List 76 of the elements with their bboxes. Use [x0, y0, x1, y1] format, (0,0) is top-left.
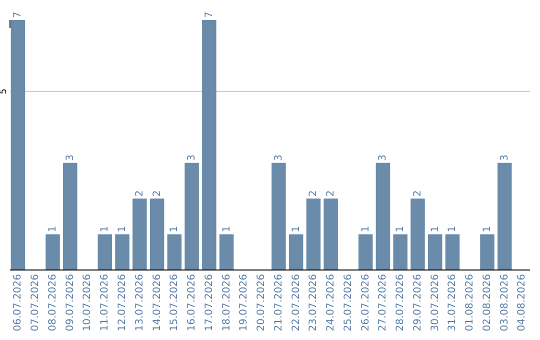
x-tick-label: 18.07.2026 — [221, 274, 232, 332]
bar — [410, 198, 425, 270]
bar — [98, 234, 112, 270]
data-label: 1 — [221, 226, 232, 232]
x-tick-label: 14.07.2026 — [152, 274, 163, 332]
x-tick-label: 29.07.2026 — [412, 274, 424, 332]
bar — [167, 234, 182, 270]
data-label: 1 — [395, 226, 406, 232]
data-label: 1 — [360, 226, 372, 232]
bar — [132, 198, 147, 270]
bar — [46, 234, 60, 270]
data-label: 1 — [100, 226, 111, 232]
x-tick-label: 23.07.2026 — [308, 274, 320, 332]
x-tick-label: 06.07.2026 — [12, 274, 24, 332]
bar — [115, 234, 130, 270]
x-tick-label: 20.07.2026 — [256, 274, 268, 332]
x-tick-label: 01.08.2026 — [464, 274, 476, 332]
bar — [10, 20, 26, 270]
data-label: 7 — [12, 12, 24, 18]
x-tick-label: 24.07.2026 — [326, 274, 337, 332]
x-tick-label: 10.07.2026 — [82, 274, 94, 332]
x-tick-label: 07.07.2026 — [30, 274, 42, 332]
x-tick-label: 22.07.2026 — [290, 274, 302, 332]
x-tick-label: 08.07.2026 — [47, 274, 58, 332]
x-tick-label: 28.07.2026 — [395, 274, 406, 332]
bar — [202, 20, 216, 270]
data-label: 1 — [290, 226, 302, 232]
x-tick-label: 25.07.2026 — [342, 274, 354, 332]
bar — [428, 234, 442, 270]
data-label: 2 — [152, 190, 163, 197]
x-tick-label: 12.07.2026 — [117, 274, 128, 332]
bar — [272, 162, 286, 270]
data-label: 3 — [273, 154, 284, 161]
x-tick-label: 26.07.2026 — [360, 274, 372, 332]
x-tick-label: 13.07.2026 — [134, 274, 146, 332]
bar — [184, 162, 199, 270]
x-tick-label: 16.07.2026 — [186, 274, 198, 332]
x-tick-label: 02.08.2026 — [482, 274, 493, 332]
bar — [63, 162, 78, 270]
data-label: 1 — [169, 226, 180, 232]
data-label: 1 — [482, 226, 493, 232]
bar — [498, 162, 512, 270]
x-tick-label: 11.07.2026 — [100, 274, 111, 332]
data-label: 2 — [134, 190, 146, 197]
bar — [150, 198, 164, 270]
x-tick-label: 31.07.2026 — [447, 274, 458, 332]
bar — [219, 234, 234, 270]
data-label: 3 — [64, 154, 76, 161]
x-tick-label: 17.07.2026 — [204, 274, 215, 332]
data-label: 7 — [204, 12, 215, 18]
bar — [306, 198, 321, 270]
bar — [358, 234, 373, 270]
data-label: 1 — [447, 226, 458, 232]
data-label: 1 — [117, 226, 128, 232]
bar — [393, 234, 408, 270]
x-tick-label: 03.08.2026 — [499, 274, 510, 332]
bar — [324, 198, 338, 270]
bar — [376, 162, 390, 270]
bar — [480, 234, 494, 270]
data-label: 2 — [326, 190, 337, 197]
data-label: 3 — [499, 154, 510, 161]
x-tick-label: 15.07.2026 — [169, 274, 180, 332]
x-tick-label: 19.07.2026 — [238, 274, 250, 332]
x-tick-label: 09.07.2026 — [64, 274, 76, 332]
data-label: 2 — [308, 190, 320, 197]
bar — [288, 234, 304, 270]
x-tick-label: 30.07.2026 — [430, 274, 441, 332]
bar — [445, 234, 460, 270]
data-label: 3 — [378, 154, 389, 161]
x-tick-label: 04.08.2026 — [516, 274, 528, 332]
data-label: 1 — [47, 226, 58, 232]
x-tick-label: 27.07.2026 — [378, 274, 389, 332]
data-label: 1 — [430, 226, 441, 232]
data-label: 3 — [186, 154, 198, 161]
data-label: 2 — [412, 190, 424, 197]
x-tick-label: 21.07.2026 — [273, 274, 284, 332]
